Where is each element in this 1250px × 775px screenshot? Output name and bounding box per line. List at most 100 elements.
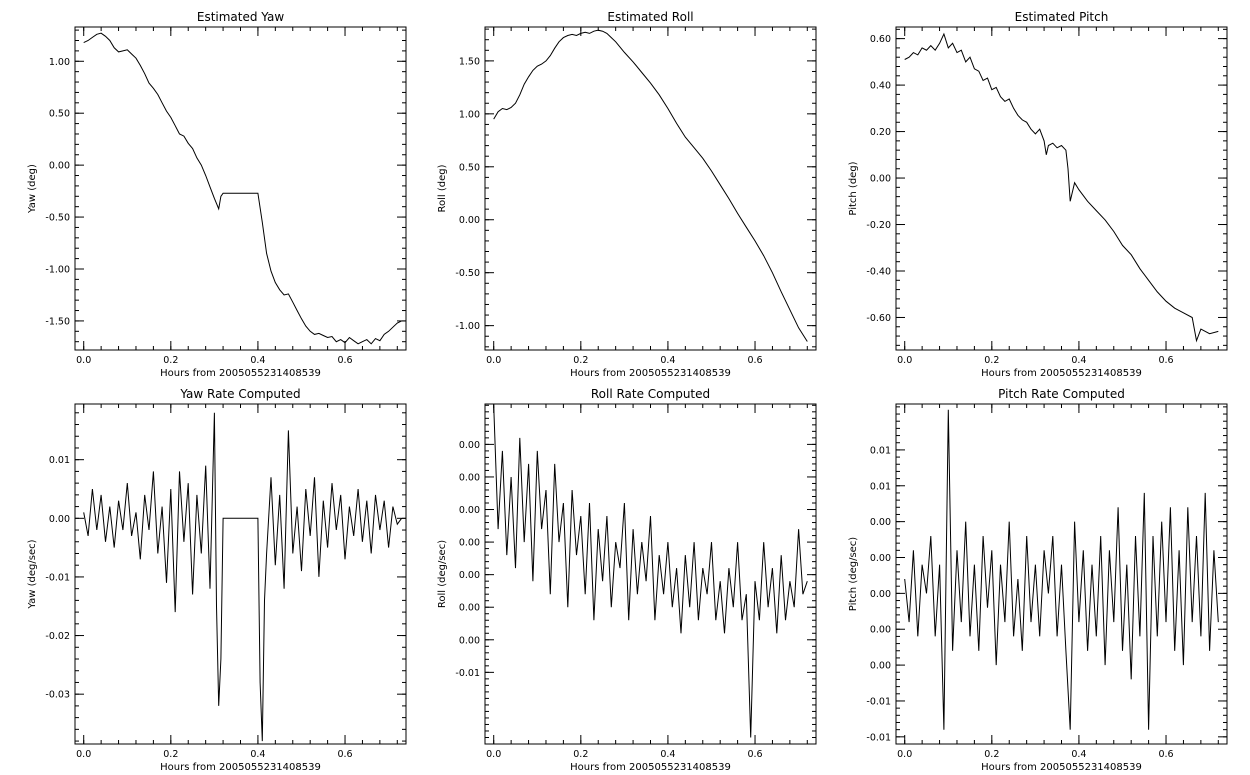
yaw-rate-y-tick-label: 0.00 [49,514,70,525]
pitch-rate-y-tick-label: 0.01 [870,481,891,492]
roll-rate-series-line [493,405,808,738]
roll-x-tick-label: 0.4 [660,355,675,366]
roll-series-line [493,29,808,342]
yaw-rate-x-tick-label: 0.0 [76,749,91,760]
roll-y-tick-label: 0.00 [459,215,480,226]
panel-roll-rate: Roll Rate Computed Hours from 20050552314… [437,387,817,773]
yaw-y-axis-label: Yaw (deg) [27,164,38,214]
pitch-plot-frame [895,26,1228,351]
pitch-y-axis-label: Pitch (deg) [848,161,859,215]
roll-plot-frame [484,26,817,351]
panel-yaw: Estimated Yaw Hours from 2005055231408539… [27,10,407,379]
roll-rate-y-tick-label: 0.00 [459,635,480,646]
pitch-rate-y-tick-label: 0.00 [870,553,891,564]
panel-pitch-rate: Pitch Rate Computed Hours from 2005055231… [848,387,1228,773]
pitch-y-tick-label: 0.60 [870,34,891,45]
roll-rate-y-tick-label: 0.00 [459,570,480,581]
pitch-rate-x-axis-label: Hours from 2005055231408539 [981,762,1142,773]
roll-rate-y-axis-label: Roll (deg/sec) [437,540,448,608]
yaw-y-tick-label: -0.50 [45,213,70,224]
roll-rate-y-tick-label: 0.00 [459,472,480,483]
roll-rate-x-tick-label: 0.0 [486,749,501,760]
pitch-rate-y-tick-label: -0.01 [866,696,891,707]
pitch-rate-title: Pitch Rate Computed [998,387,1125,401]
pitch-x-tick-label: 0.4 [1071,355,1086,366]
pitch-rate-y-tick-label: 0.00 [870,517,891,528]
pitch-series-line [904,32,1219,343]
pitch-rate-x-tick-label: 0.4 [1071,749,1086,760]
pitch-x-tick-label: 0.2 [984,355,999,366]
pitch-rate-y-tick-label: 0.00 [870,625,891,636]
roll-rate-title: Roll Rate Computed [591,387,710,401]
roll-y-tick-label: 1.50 [459,56,480,67]
roll-x-axis-label: Hours from 2005055231408539 [570,368,731,379]
roll-x-tick-label: 0.2 [573,355,588,366]
yaw-rate-y-tick-label: -0.02 [45,631,70,642]
roll-y-tick-label: -0.50 [455,268,480,279]
pitch-x-axis-label: Hours from 2005055231408539 [981,368,1142,379]
roll-y-tick-label: 1.00 [459,109,480,120]
yaw-x-axis-label: Hours from 2005055231408539 [160,368,321,379]
pitch-y-tick-label: -0.20 [866,220,891,231]
yaw-rate-y-axis-label: Yaw (deg/sec) [27,539,38,609]
yaw-title: Estimated Yaw [197,10,284,24]
roll-rate-y-tick-label: 0.00 [459,538,480,549]
roll-rate-y-tick-label: -0.01 [455,668,480,679]
yaw-rate-x-tick-label: 0.4 [250,749,265,760]
pitch-rate-y-tick-label: 0.00 [870,661,891,672]
yaw-rate-x-tick-label: 0.2 [163,749,178,760]
roll-rate-x-tick-label: 0.2 [573,749,588,760]
pitch-rate-x-tick-label: 0.2 [984,749,999,760]
panel-roll: Estimated Roll Hours from 200505523140853… [437,10,817,379]
pitch-rate-x-tick-label: 0.0 [897,749,912,760]
yaw-plot-frame [74,26,407,351]
yaw-y-tick-label: 0.00 [49,161,70,172]
yaw-rate-y-tick-label: 0.01 [49,455,70,466]
yaw-rate-y-tick-label: -0.01 [45,572,70,583]
pitch-rate-y-tick-label: 0.00 [870,589,891,600]
yaw-rate-title: Yaw Rate Computed [179,387,300,401]
yaw-x-tick-label: 0.2 [163,355,178,366]
pitch-rate-y-tick-label: -0.01 [866,732,891,743]
yaw-rate-y-tick-label: -0.03 [45,690,70,701]
pitch-x-tick-label: 0.6 [1158,355,1173,366]
yaw-x-tick-label: 0.4 [250,355,265,366]
yaw-series-line [83,32,402,345]
pitch-rate-series-line [904,409,1219,730]
roll-y-tick-label: 0.50 [459,162,480,173]
yaw-x-tick-label: 0.0 [76,355,91,366]
roll-y-axis-label: Roll (deg) [437,164,448,212]
pitch-x-tick-label: 0.0 [897,355,912,366]
yaw-rate-series-line [83,412,403,742]
roll-x-tick-label: 0.6 [747,355,762,366]
pitch-y-tick-label: -0.40 [866,266,891,277]
roll-rate-y-tick-label: 0.00 [459,603,480,614]
pitch-rate-x-tick-label: 0.6 [1158,749,1173,760]
roll-y-tick-label: -1.00 [455,321,480,332]
roll-rate-x-tick-label: 0.6 [747,749,762,760]
yaw-rate-x-axis-label: Hours from 2005055231408539 [160,762,321,773]
pitch-y-tick-label: 0.40 [870,81,891,92]
pitch-rate-y-tick-label: 0.01 [870,445,891,456]
pitch-y-tick-label: -0.60 [866,313,891,324]
roll-rate-y-tick-label: 0.00 [459,505,480,516]
pitch-y-tick-label: 0.20 [870,127,891,138]
yaw-y-tick-label: -1.50 [45,316,70,327]
roll-rate-x-axis-label: Hours from 2005055231408539 [570,762,731,773]
yaw-rate-x-tick-label: 0.6 [337,749,352,760]
yaw-y-tick-label: 0.50 [49,109,70,120]
panel-yaw-rate: Yaw Rate Computed Hours from 200505523140… [27,387,407,773]
roll-title: Estimated Roll [607,10,693,24]
roll-rate-y-tick-label: 0.00 [459,440,480,451]
panel-pitch: Estimated Pitch Hours from 20050552314085… [848,10,1228,379]
yaw-x-tick-label: 0.6 [337,355,352,366]
pitch-y-tick-label: 0.00 [870,174,891,185]
pitch-rate-y-axis-label: Pitch (deg/sec) [848,537,859,612]
pitch-title: Estimated Pitch [1015,10,1109,24]
yaw-rate-plot-frame [74,403,407,745]
roll-x-tick-label: 0.0 [486,355,501,366]
yaw-y-tick-label: 1.00 [49,57,70,68]
yaw-y-tick-label: -1.00 [45,264,70,275]
roll-rate-x-tick-label: 0.4 [660,749,675,760]
